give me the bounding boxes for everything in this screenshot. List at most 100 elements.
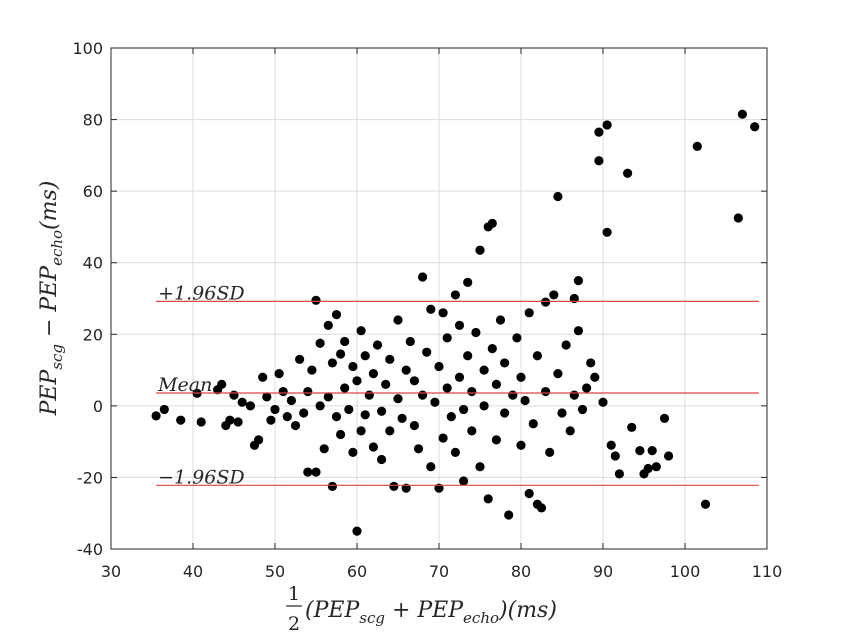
data-point: [377, 454, 387, 465]
data-point: [426, 304, 436, 314]
data-point: [582, 383, 592, 393]
data-point: [233, 417, 243, 427]
data-point: [430, 397, 440, 407]
x-tick-label: 100: [670, 562, 701, 581]
data-point: [274, 369, 284, 379]
data-point: [487, 344, 497, 354]
y-tick-label: 40: [83, 254, 103, 273]
data-point: [569, 390, 579, 400]
data-point: [491, 379, 501, 389]
data-point: [573, 326, 584, 336]
data-point: [541, 386, 551, 397]
y-tick-label: -20: [77, 468, 103, 487]
data-point: [577, 404, 588, 415]
data-point: [336, 349, 346, 359]
x-label-sub-scg: scg: [359, 609, 385, 627]
y-tick-label: 20: [83, 325, 103, 344]
data-point: [176, 415, 186, 425]
data-point: [446, 411, 456, 422]
data-point: [491, 435, 501, 445]
data-point: [463, 351, 473, 361]
data-point: [454, 372, 465, 382]
data-point: [225, 415, 235, 425]
x-tick-label: 50: [265, 562, 285, 581]
data-points: [151, 109, 760, 536]
data-point: [229, 390, 239, 400]
data-point: [541, 297, 551, 307]
data-point: [323, 392, 333, 402]
data-point: [602, 120, 612, 130]
data-point: [467, 426, 477, 436]
data-point: [549, 290, 559, 300]
data-point: [635, 445, 645, 456]
data-point: [479, 401, 489, 411]
data-point: [409, 420, 419, 431]
data-point: [331, 411, 342, 422]
data-point: [454, 320, 465, 330]
y-tick-label: 60: [83, 182, 103, 201]
lower-limit-label: −1.96SD: [158, 466, 244, 488]
x-label-expression: (PEPscg + PEPecho)(ms): [305, 598, 557, 627]
data-point: [422, 347, 432, 357]
data-point: [545, 447, 555, 457]
y-tick-label: 0: [93, 397, 103, 416]
y-axis-ticks: -40 -20 0 20 40 60 80 100: [72, 39, 767, 559]
x-label-part-close: )(ms): [498, 598, 557, 623]
data-point: [327, 481, 337, 491]
data-point: [500, 358, 510, 368]
data-point: [532, 351, 543, 361]
data-point: [262, 392, 272, 402]
data-point: [340, 336, 350, 347]
data-point: [573, 276, 584, 286]
data-point: [610, 451, 620, 461]
data-point: [385, 426, 395, 436]
data-point: [750, 122, 760, 132]
data-point: [483, 494, 493, 504]
data-point: [459, 476, 469, 486]
x-tick-label: 90: [593, 562, 613, 581]
data-point: [557, 408, 567, 418]
data-point: [463, 277, 473, 287]
data-point: [438, 308, 448, 318]
data-point: [426, 462, 436, 472]
data-point: [434, 361, 444, 372]
data-point: [528, 419, 538, 429]
data-point: [475, 462, 485, 472]
data-point: [397, 413, 407, 423]
data-point: [290, 420, 301, 431]
data-point: [471, 327, 481, 338]
data-point: [516, 372, 526, 382]
data-point: [561, 340, 571, 350]
data-point: [700, 499, 711, 509]
data-point: [295, 354, 305, 364]
data-point: [516, 440, 526, 450]
data-point: [311, 295, 321, 305]
x-axis-ticks: 30 40 50 60 70 80 90 100 110: [101, 48, 782, 581]
data-point: [299, 408, 309, 418]
y-tick-label: -40: [77, 540, 103, 559]
data-point: [196, 417, 206, 427]
data-point: [286, 395, 296, 406]
x-label-part-mid: + PEP: [385, 598, 464, 623]
data-point: [217, 379, 227, 389]
data-point: [278, 386, 288, 397]
data-point: [606, 440, 616, 450]
data-point: [360, 351, 370, 361]
data-point: [151, 411, 161, 421]
data-point: [692, 141, 702, 152]
data-point: [594, 127, 604, 137]
upper-limit-label: +1.96SD: [158, 282, 244, 304]
data-point: [307, 365, 317, 375]
x-axis-label: 1 2 (PEPscg + PEPecho)(ms): [286, 583, 557, 635]
data-point: [413, 444, 424, 454]
reference-lines: +1.96SD Mean −1.96SD: [156, 282, 759, 488]
data-point: [352, 526, 362, 536]
data-point: [356, 426, 366, 436]
data-point: [266, 415, 276, 425]
data-point: [352, 376, 362, 386]
data-point: [315, 401, 325, 411]
x-tick-label: 80: [511, 562, 531, 581]
data-point: [586, 358, 596, 368]
data-point: [536, 503, 547, 513]
